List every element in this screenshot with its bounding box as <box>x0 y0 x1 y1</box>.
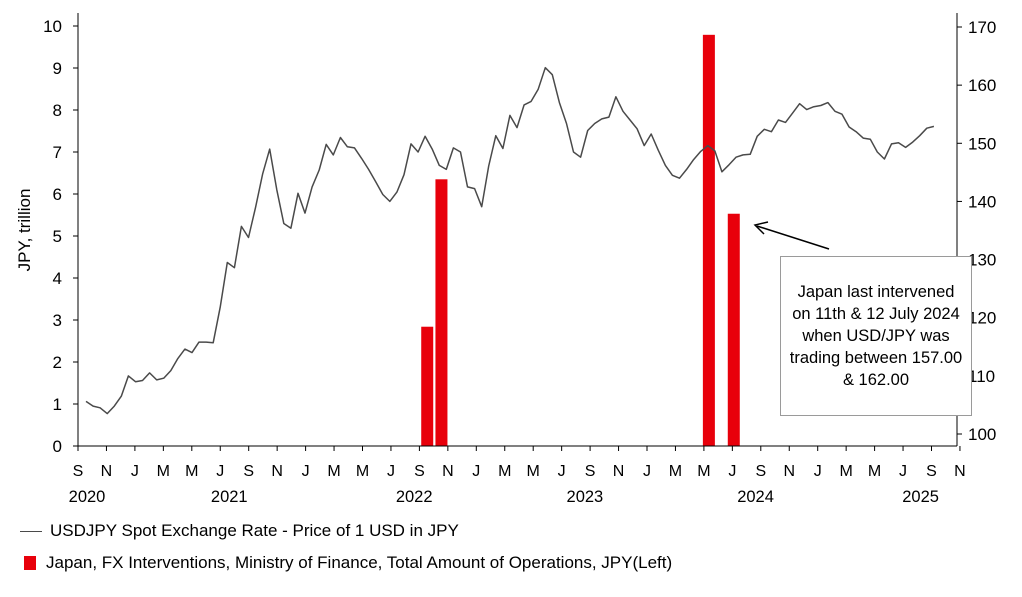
x-month-label: J <box>472 463 480 480</box>
x-year-label: 2020 <box>69 488 106 506</box>
x-month-label: S <box>755 463 766 480</box>
x-month-label: J <box>899 463 907 480</box>
x-month-label: J <box>728 463 736 480</box>
left-tick-label: 5 <box>53 227 62 246</box>
x-month-label: M <box>697 463 710 480</box>
x-month-label: S <box>414 463 425 480</box>
x-month-label: M <box>868 463 881 480</box>
legend-bar-entry: Japan, FX Interventions, Ministry of Fin… <box>18 553 672 573</box>
legend-line-label: USDJPY Spot Exchange Rate - Price of 1 U… <box>50 521 459 540</box>
left-tick-label: 4 <box>53 269 62 288</box>
x-month-label: S <box>243 463 254 480</box>
y-axis-label-left: JPY, trillion <box>15 189 34 272</box>
x-month-label: M <box>356 463 369 480</box>
x-month-label: M <box>527 463 540 480</box>
x-month-label: N <box>613 463 625 480</box>
x-year-label: 2025 <box>902 488 939 506</box>
right-tick-label: 120 <box>968 309 996 328</box>
legend-bar-swatch <box>24 556 36 570</box>
x-month-label: M <box>327 463 340 480</box>
left-tick-label: 9 <box>53 59 62 78</box>
left-tick-label: 10 <box>43 17 62 36</box>
x-month-label: N <box>954 463 966 480</box>
legend-line-swatch <box>20 530 42 532</box>
annotation-arrow-head <box>753 221 769 235</box>
left-tick-label: 6 <box>53 185 62 204</box>
x-month-label: J <box>216 463 224 480</box>
x-month-label: M <box>669 463 682 480</box>
right-tick-label: 130 <box>968 251 996 270</box>
x-month-label: M <box>185 463 198 480</box>
left-tick-label: 1 <box>53 395 62 414</box>
right-tick-label: 160 <box>968 76 996 95</box>
left-tick-label: 7 <box>53 143 62 162</box>
x-year-label: 2021 <box>211 488 248 506</box>
x-month-label: J <box>643 463 651 480</box>
intervention-bar <box>435 179 448 447</box>
left-tick-label: 2 <box>53 353 62 372</box>
x-month-label: M <box>498 463 511 480</box>
x-month-label: J <box>302 463 310 480</box>
left-tick-label: 0 <box>53 437 62 456</box>
right-tick-label: 110 <box>968 367 995 386</box>
right-tick-label: 140 <box>968 192 996 211</box>
right-tick-label: 100 <box>968 425 996 444</box>
x-month-label: N <box>442 463 454 480</box>
legend-bar-label: Japan, FX Interventions, Ministry of Fin… <box>46 553 673 572</box>
intervention-bar <box>702 34 715 446</box>
x-month-label: J <box>387 463 395 480</box>
right-tick-label: 170 <box>968 18 996 37</box>
left-tick-label: 3 <box>53 311 62 330</box>
legend-line-entry: USDJPY Spot Exchange Rate - Price of 1 U… <box>18 521 459 541</box>
x-year-label: 2024 <box>737 488 774 506</box>
x-month-label: S <box>585 463 596 480</box>
x-year-label: 2023 <box>567 488 604 506</box>
left-tick-label: 8 <box>53 101 62 120</box>
intervention-bar <box>727 213 740 446</box>
x-year-label: 2022 <box>396 488 433 506</box>
x-month-label: J <box>814 463 822 480</box>
annotation-box: Japan last intervened on 11th & 12 July … <box>780 256 972 416</box>
x-month-label: J <box>131 463 139 480</box>
x-month-label: N <box>271 463 283 480</box>
x-month-label: M <box>157 463 170 480</box>
x-month-label: J <box>558 463 566 480</box>
x-month-label: S <box>73 463 84 480</box>
x-month-label: S <box>926 463 937 480</box>
x-month-label: M <box>839 463 852 480</box>
usdjpy-line <box>85 66 935 415</box>
annotation-arrow-shaft <box>756 225 830 250</box>
x-month-label: N <box>783 463 795 480</box>
x-month-label: N <box>101 463 113 480</box>
annotation-text: Japan last intervened on 11th & 12 July … <box>789 283 963 389</box>
right-tick-label: 150 <box>968 134 996 153</box>
intervention-bar <box>421 326 434 446</box>
